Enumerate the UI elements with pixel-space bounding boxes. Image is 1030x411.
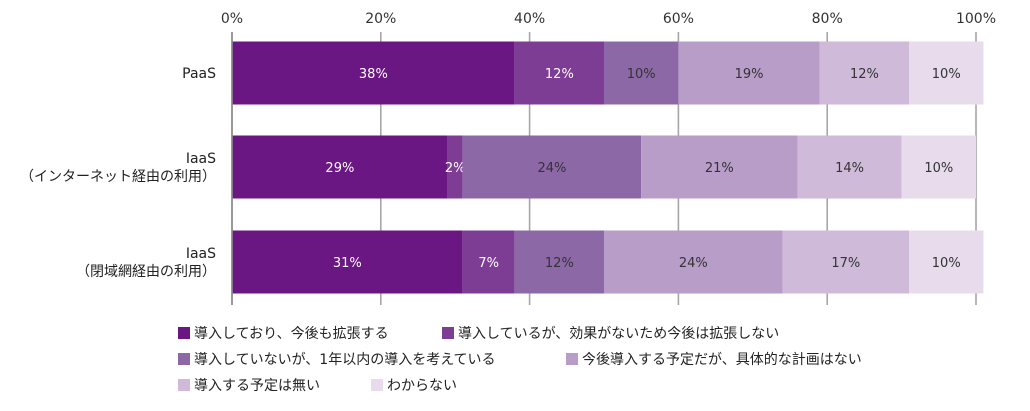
bar-segment [604, 41, 679, 105]
bar-segment [678, 41, 820, 105]
legend-item: 今後導入する予定だが、具体的な計画はない [566, 348, 862, 370]
legend-swatch [178, 379, 190, 391]
data-label: 2% [445, 161, 466, 176]
data-label: 12% [850, 67, 879, 82]
data-label: 12% [545, 67, 574, 82]
category-label: PaaS [182, 66, 216, 82]
x-tick-label: 60% [663, 11, 694, 27]
data-label: 10% [627, 67, 656, 82]
data-label: 12% [545, 256, 574, 271]
legend-swatch [566, 353, 578, 365]
data-label: 38% [359, 67, 388, 82]
bar-segment [797, 135, 902, 199]
data-label: 19% [735, 67, 764, 82]
bar-segment [514, 230, 604, 294]
legend-swatch [371, 379, 383, 391]
bar-segment [901, 135, 976, 199]
x-tick-label: 80% [812, 11, 843, 27]
bar-segment [909, 230, 984, 294]
legend-label: 今後導入する予定だが、具体的な計画はない [582, 352, 862, 368]
bar-segment [462, 135, 642, 199]
bar-segment [232, 41, 515, 105]
data-label: 10% [924, 161, 953, 176]
legend-label: わからない [387, 378, 457, 394]
x-tick-label: 0% [221, 11, 243, 27]
bar-segment [782, 230, 910, 294]
bar-segment [232, 135, 448, 199]
data-label: 17% [831, 256, 860, 271]
legend-item: 導入しているが、効果がないため今後は拡張しない [442, 322, 779, 344]
legend-item: 導入していないが、1年以内の導入を考えている [178, 348, 496, 370]
data-label: 29% [325, 161, 354, 176]
category-label: IaaS （閉域網経由の利用） [76, 246, 216, 280]
legend-label: 導入しているが、効果がないため今後は拡張しない [458, 326, 780, 342]
legend-label: 導入していないが、1年以内の導入を考えている [194, 352, 496, 368]
legend-item: 導入しており、今後も拡張する [178, 322, 389, 344]
data-label: 7% [478, 256, 499, 271]
x-tick-label: 40% [514, 11, 545, 27]
legend-swatch [178, 353, 190, 365]
x-tick-label: 100% [956, 11, 996, 27]
bar-segment [604, 230, 783, 294]
data-label: 10% [932, 67, 961, 82]
data-label: 31% [333, 256, 362, 271]
data-label: 24% [537, 161, 566, 176]
bar-segment [641, 135, 798, 199]
data-label: 10% [932, 256, 961, 271]
category-label: IaaS （インターネット経由の利用） [20, 151, 216, 185]
x-tick-label: 20% [365, 11, 396, 27]
stacked-bar-chart: 0% 20% 40% 60% 80% 100% 38% 12% 10% 19% 12% 10% PaaS… [20, 11, 996, 305]
data-label: 21% [705, 161, 734, 176]
bar-segment [909, 41, 984, 105]
bar-segment [462, 230, 515, 294]
legend-item: 導入する予定は無い [178, 374, 320, 396]
bar-segment [514, 41, 604, 105]
legend-swatch [442, 327, 454, 339]
bar-segment [819, 41, 910, 105]
legend-swatch [178, 327, 190, 339]
data-label: 14% [835, 161, 864, 176]
legend-label: 導入しており、今後も拡張する [194, 326, 389, 342]
legend-item: わからない [371, 374, 457, 396]
data-label: 24% [679, 256, 708, 271]
bar-segment [232, 230, 463, 294]
bar-segment [447, 135, 463, 199]
legend-label: 導入する予定は無い [194, 378, 320, 394]
